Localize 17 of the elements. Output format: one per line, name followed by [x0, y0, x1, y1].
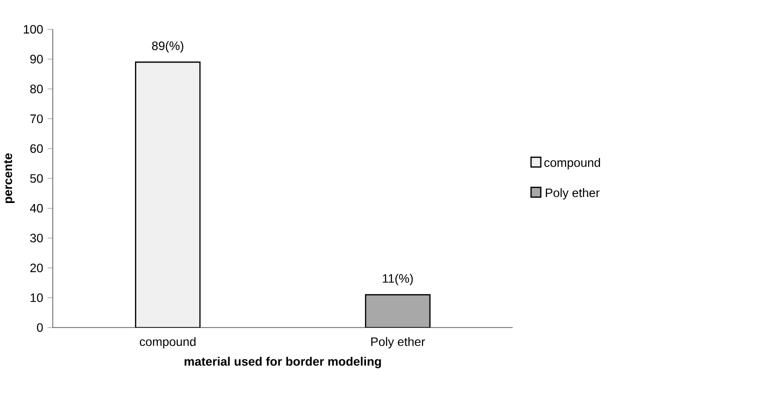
- y-tick-label: 50: [30, 174, 43, 183]
- data-label: 11(%): [382, 274, 413, 286]
- legend-label: compound: [544, 158, 600, 170]
- y-tick-label: 20: [30, 264, 43, 272]
- data-label: 89(%): [152, 41, 184, 53]
- y-axis-title: percente: [4, 154, 15, 204]
- legend-label: Poly ether: [546, 188, 600, 200]
- x-axis-title: material used for border modeling: [184, 356, 381, 368]
- y-tick-label: 10: [30, 294, 43, 302]
- y-tick-label: 70: [30, 114, 43, 124]
- y-tick-label: 90: [30, 54, 43, 64]
- y-tick-label: 100: [24, 25, 43, 34]
- y-tick-label: 60: [30, 144, 43, 154]
- y-tick-label: 40: [30, 204, 43, 213]
- y-tick-label: 0: [36, 323, 43, 332]
- y-tick-label: 30: [30, 234, 43, 243]
- y-tick-label: 80: [30, 84, 43, 94]
